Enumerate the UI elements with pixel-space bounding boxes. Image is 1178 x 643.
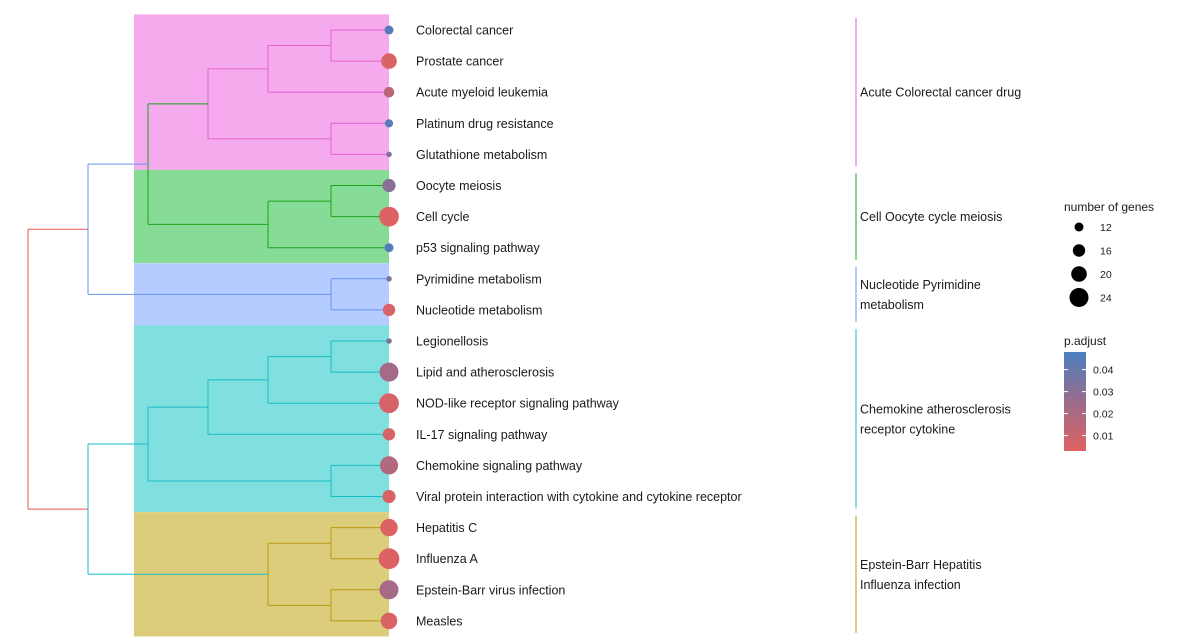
term-point xyxy=(386,338,392,344)
cluster-label: Acute Colorectal cancer drug xyxy=(860,86,1021,100)
color-legend-tick-label: 0.04 xyxy=(1093,365,1114,377)
term-point xyxy=(382,489,396,504)
term-point xyxy=(380,612,398,630)
term-labels: Colorectal cancer Prostate cancer Acute my… xyxy=(416,24,742,629)
term-point xyxy=(382,178,396,193)
color-legend-title: p.adjust xyxy=(1064,334,1107,348)
cluster-background xyxy=(134,325,389,512)
term-label: Acute myeloid leukemia xyxy=(416,86,548,100)
term-label: IL-17 signaling pathway xyxy=(416,428,548,442)
term-point xyxy=(384,25,394,35)
term-point xyxy=(379,362,399,382)
size-legend-title: number of genes xyxy=(1064,200,1154,214)
term-point xyxy=(378,548,400,570)
term-point xyxy=(386,276,392,282)
term-label: p53 signaling pathway xyxy=(416,241,540,255)
term-points xyxy=(378,25,400,630)
cluster-label: Influenza infection xyxy=(860,578,961,592)
term-label: Pyrimidine metabolism xyxy=(416,272,542,286)
cluster-backgrounds xyxy=(134,14,389,637)
term-label: NOD-like receptor signaling pathway xyxy=(416,397,620,411)
term-label: Colorectal cancer xyxy=(416,24,513,38)
size-legend-dot xyxy=(1069,288,1089,307)
term-label: Cell cycle xyxy=(416,210,470,224)
term-label: Lipid and atherosclerosis xyxy=(416,366,554,380)
term-point xyxy=(381,53,397,69)
term-label: Viral protein interaction with cytokine … xyxy=(416,490,742,504)
term-point xyxy=(379,580,399,600)
term-point xyxy=(379,393,399,414)
size-legend: 12 16 20 24 xyxy=(1069,222,1112,307)
term-label: Platinum drug resistance xyxy=(416,117,554,131)
term-label: Influenza A xyxy=(416,552,479,566)
size-legend-label: 24 xyxy=(1100,293,1112,305)
term-point xyxy=(382,303,396,317)
term-point xyxy=(386,151,392,158)
cluster-label: receptor cytokine xyxy=(860,422,955,436)
term-point xyxy=(382,428,396,441)
term-point xyxy=(379,206,399,227)
cluster-label: Chemokine atherosclerosis xyxy=(860,402,1011,416)
cluster-annotations: Acute Colorectal cancer drug Cell Oocyte … xyxy=(855,18,1021,633)
size-legend-dot xyxy=(1074,222,1084,232)
dendrogram xyxy=(27,29,389,622)
term-point xyxy=(380,518,398,537)
color-legend-tick-label: 0.02 xyxy=(1093,409,1114,421)
size-legend-dot xyxy=(1072,244,1086,257)
cluster-label: Epstein-Barr Hepatitis xyxy=(860,558,982,572)
color-legend-tick-label: 0.03 xyxy=(1093,387,1114,399)
size-legend-dot xyxy=(1071,266,1087,282)
term-point xyxy=(384,243,394,253)
term-label: Measles xyxy=(416,614,463,628)
size-legend-label: 12 xyxy=(1100,222,1112,234)
cluster-label: Cell Oocyte cycle meiosis xyxy=(860,210,1002,224)
size-legend-label: 16 xyxy=(1100,246,1112,258)
color-legend-bar xyxy=(1064,352,1086,451)
term-label: Glutathione metabolism xyxy=(416,148,547,162)
term-label: Nucleotide metabolism xyxy=(416,303,542,317)
color-legend-ticks: 0.04 0.03 0.02 0.01 xyxy=(1064,365,1114,443)
term-label: Chemokine signaling pathway xyxy=(416,459,583,473)
term-label: Epstein-Barr virus infection xyxy=(416,583,565,597)
term-label: Oocyte meiosis xyxy=(416,179,501,193)
cluster-label: metabolism xyxy=(860,298,924,312)
term-label: Prostate cancer xyxy=(416,55,504,69)
term-label: Legionellosis xyxy=(416,335,488,349)
size-legend-label: 20 xyxy=(1100,269,1112,281)
term-point xyxy=(384,119,394,128)
term-point xyxy=(379,456,399,475)
term-label: Hepatitis C xyxy=(416,521,477,535)
cluster-label: Nucleotide Pyrimidine xyxy=(860,278,981,292)
color-legend-tick-label: 0.01 xyxy=(1093,431,1114,443)
term-point xyxy=(383,86,395,98)
